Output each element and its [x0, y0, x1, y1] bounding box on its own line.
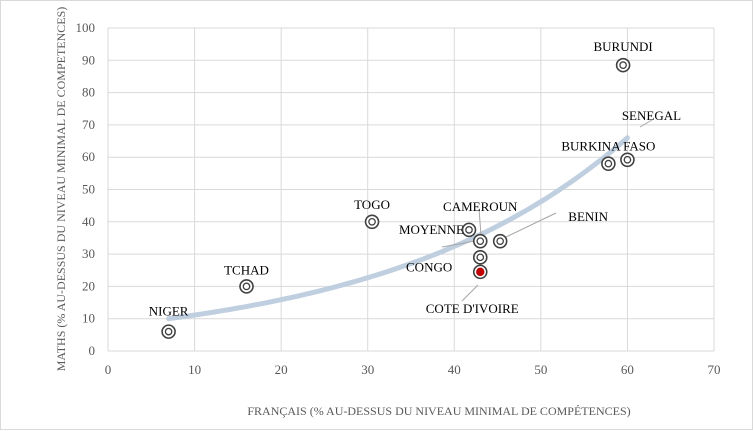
- leader-line: [505, 212, 557, 238]
- data-point: [364, 214, 380, 230]
- y-tick-label: 40: [82, 214, 95, 229]
- point-label: NIGER: [149, 304, 189, 319]
- x-tick-label: 30: [361, 362, 374, 377]
- x-tick-labels: 0 10 20 30 40 50 60 70: [105, 362, 721, 377]
- point-label: COTE D'IVOIRE: [426, 301, 519, 316]
- data-point: [472, 264, 488, 280]
- point-label: CONGO: [406, 259, 452, 274]
- y-tick-labels: 0 10 20 30 40 50 60 70 80 90 100: [76, 20, 96, 358]
- y-tick-label: 0: [89, 343, 96, 358]
- point-label: SENEGAL: [622, 108, 681, 123]
- point-label: CAMEROUN: [443, 199, 518, 214]
- leader-lines: [441, 119, 653, 302]
- point-label: BURKINA FASO: [561, 139, 655, 154]
- data-point: [472, 233, 488, 249]
- point-label: BENIN: [568, 209, 608, 224]
- y-tick-label: 100: [76, 20, 96, 35]
- y-tick-label: 30: [82, 246, 95, 261]
- x-tick-label: 20: [275, 362, 288, 377]
- data-point: [239, 279, 254, 294]
- x-tick-label: 60: [621, 362, 634, 377]
- y-axis-title: MATHS (% AU-DESSUS DU NIVEAU MINIMAL DE …: [54, 7, 68, 372]
- data-point: [492, 233, 508, 249]
- y-tick-label: 60: [82, 149, 95, 164]
- data-point: [615, 57, 631, 73]
- leader-line: [461, 284, 479, 302]
- y-tick-label: 70: [82, 117, 95, 132]
- trendline: [166, 135, 630, 322]
- data-point: [601, 156, 616, 171]
- y-tick-label: 20: [82, 278, 95, 293]
- x-tick-label: 40: [448, 362, 461, 377]
- y-tick-label: 10: [82, 311, 95, 326]
- point-label: TOGO: [354, 197, 390, 212]
- grid-lines: [107, 27, 715, 352]
- point-label: BURUNDI: [593, 39, 652, 54]
- data-points: [161, 57, 635, 339]
- leader-line: [441, 240, 476, 248]
- data-point: [620, 152, 635, 168]
- y-tick-label: 80: [82, 85, 95, 100]
- point-label: MOYENNE: [399, 222, 464, 237]
- point-labels: NIGER TCHAD TOGO MOYENNE CAMEROUN CONGO COTE D…: [149, 39, 681, 318]
- data-point: [461, 222, 477, 238]
- x-tick-label: 0: [105, 362, 112, 377]
- x-tick-label: 50: [534, 362, 547, 377]
- y-tick-label: 50: [82, 182, 95, 197]
- point-label: TCHAD: [224, 262, 269, 277]
- x-tick-label: 70: [708, 362, 721, 377]
- leader-line: [478, 208, 482, 236]
- data-point: [161, 324, 176, 339]
- x-axis-title: FRANÇAIS (% AU-DESSUS DU NIVEAU MINIMAL …: [247, 404, 630, 418]
- leader-line: [639, 119, 653, 128]
- data-point: [472, 250, 488, 265]
- x-tick-label: 10: [188, 362, 201, 377]
- y-tick-label: 90: [82, 52, 95, 67]
